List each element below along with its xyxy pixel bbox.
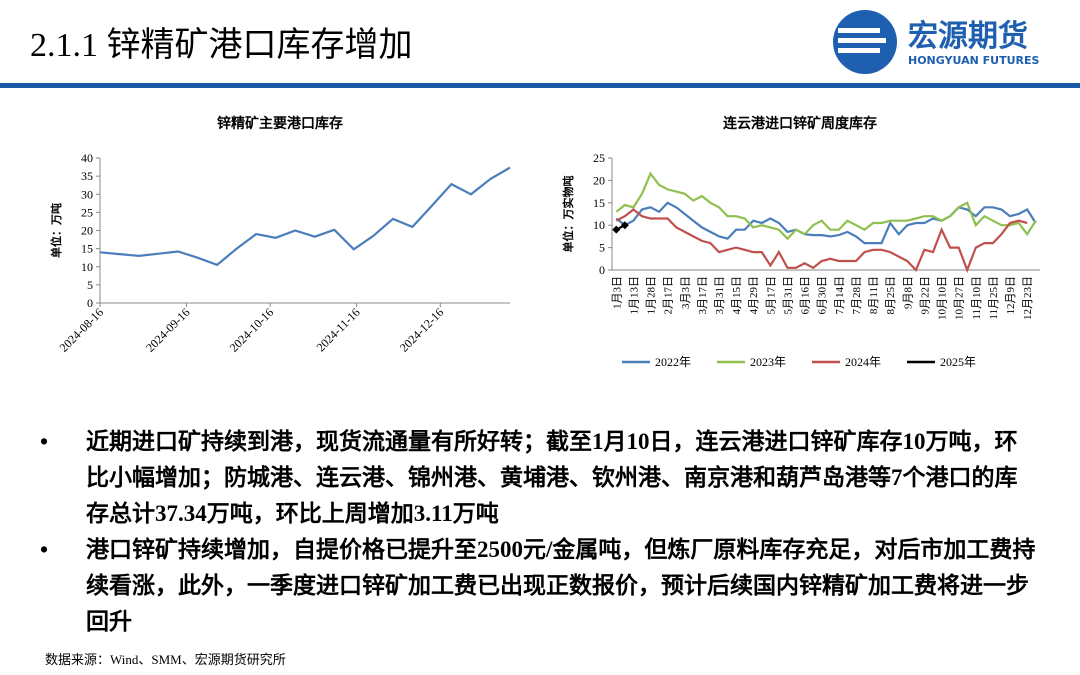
point-marker — [612, 225, 621, 234]
bullet-text: 近期进口矿持续到港，现货流通量有所好转；截至1月10日，连云港进口锌矿库存10万… — [86, 429, 1018, 526]
y-tick-label: 10 — [593, 218, 605, 232]
line-series — [99, 166, 511, 267]
x-tick-label: 7月14日 — [834, 276, 846, 315]
x-tick-label: 1月28日 — [646, 276, 658, 315]
x-tick-label: 8月25日 — [885, 276, 897, 315]
chart-title: 锌精矿主要港口库存 — [217, 115, 343, 132]
x-tick-label: 4月15日 — [731, 276, 743, 315]
x-tick-label: 12月23日 — [1022, 276, 1034, 320]
x-tick-label: 9月22日 — [919, 276, 931, 315]
y-tick-label: 15 — [81, 242, 93, 256]
x-tick-label: 5月31日 — [782, 276, 794, 315]
x-tick-label: 9月8日 — [902, 276, 914, 309]
x-tick-label: 4月29日 — [748, 276, 760, 315]
x-tick-label: 2024-12-16 — [397, 305, 446, 354]
logo-cn: 宏源期货 — [908, 19, 1028, 54]
y-tick-label: 5 — [87, 278, 93, 292]
legend-label: 2024年 — [845, 355, 881, 369]
y-tick-label: 25 — [81, 205, 93, 219]
y-axis-label: 单位：万吨 — [49, 203, 63, 258]
y-tick-label: 40 — [81, 151, 93, 165]
chart-title: 连云港进口锌矿周度库存 — [723, 115, 877, 132]
logo — [833, 10, 897, 74]
x-tick-label: 2月17日 — [663, 276, 675, 315]
y-tick-label: 30 — [81, 187, 93, 201]
x-tick-label: 10月10日 — [937, 276, 949, 320]
line-series — [615, 201, 1037, 245]
x-tick-label: 2024-08-16 — [57, 305, 106, 354]
y-tick-label: 20 — [593, 173, 605, 187]
line-series — [615, 171, 1037, 241]
x-tick-label: 2024-11-16 — [314, 305, 363, 354]
y-tick-label: 25 — [593, 151, 605, 165]
x-tick-label: 6月30日 — [817, 276, 829, 315]
y-tick-label: 0 — [87, 296, 93, 310]
y-tick-label: 10 — [81, 260, 93, 274]
bullet-text: 港口锌矿持续增加，自提价格已提升至2500元/金属吨，但炼厂原料库存充足，对后市… — [86, 537, 1036, 634]
point-marker — [620, 221, 629, 230]
y-tick-label: 5 — [599, 241, 605, 255]
x-tick-label: 11月10日 — [971, 276, 983, 320]
y-tick-label: 0 — [599, 263, 605, 277]
y-tick-label: 20 — [81, 224, 93, 238]
x-tick-label: 11月25日 — [988, 276, 1000, 320]
y-axis-label: 单位：万实物吨 — [561, 176, 575, 253]
line-series — [615, 208, 1028, 274]
y-tick-label: 15 — [593, 196, 605, 210]
x-tick-label: 12月9日 — [1005, 276, 1017, 315]
x-tick-label: 2024-10-16 — [227, 305, 276, 354]
x-tick-label: 3月31日 — [714, 276, 726, 315]
bullet: • 近期进口矿持续到港，现货流通量有所好转；截至1月10日，连云港进口锌矿库存10… — [40, 424, 1040, 532]
source: 数据来源：Wind、SMM、宏源期货研究所 — [45, 652, 286, 667]
header-bar — [0, 83, 1080, 88]
x-tick-label: 5月17日 — [765, 276, 777, 315]
bullet: • 港口锌矿持续增加，自提价格已提升至2500元/金属吨，但炼厂原料库存充足，对后… — [40, 532, 1040, 640]
x-tick-label: 1月13日 — [628, 276, 640, 315]
x-tick-label: 10月27日 — [954, 276, 966, 320]
legend-label: 2025年 — [940, 355, 976, 369]
x-tick-label: 3月17日 — [697, 276, 709, 315]
logo-en: HONGYUAN FUTURES — [908, 54, 1040, 67]
slide-title: 2.1.1 锌精矿港口库存增加 — [30, 26, 413, 64]
legend-label: 2022年 — [655, 355, 691, 369]
y-tick-label: 35 — [81, 169, 93, 183]
x-tick-label: 8月11日 — [868, 276, 880, 314]
x-tick-label: 7月28日 — [851, 276, 863, 315]
x-tick-label: 6月16日 — [800, 276, 812, 315]
legend-label: 2023年 — [750, 355, 786, 369]
x-tick-label: 3月3日 — [680, 276, 692, 309]
x-tick-label: 1月3日 — [611, 276, 623, 309]
x-tick-label: 2024-09-16 — [143, 305, 192, 354]
